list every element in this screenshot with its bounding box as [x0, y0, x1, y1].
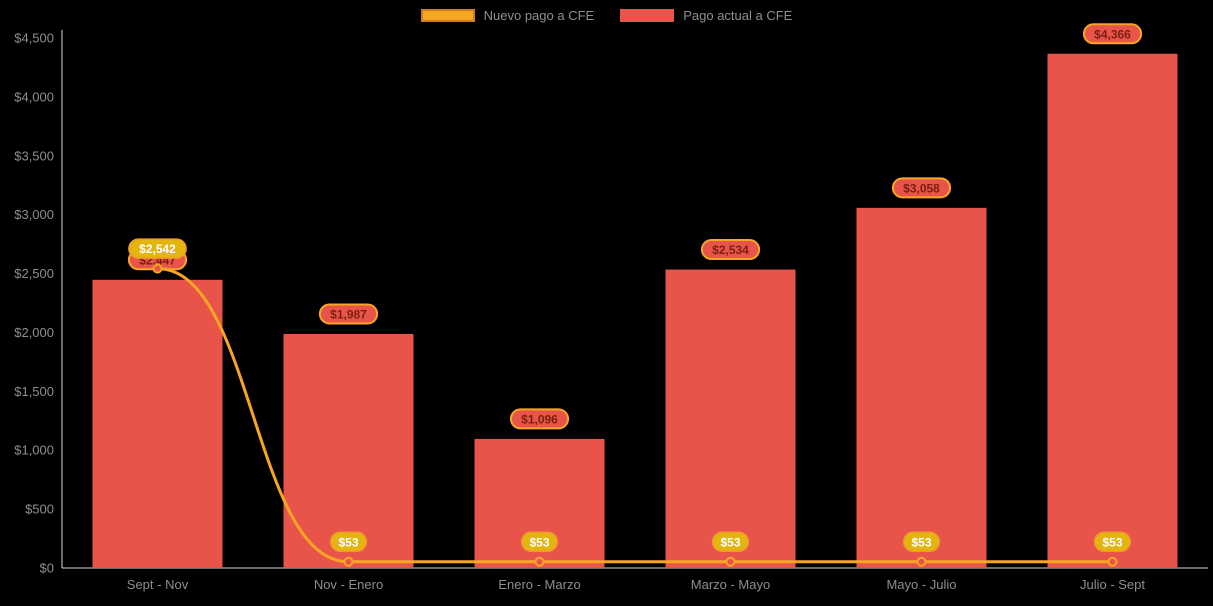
line-value-label-bg	[711, 531, 750, 553]
bar-value-label: $2,534	[700, 239, 761, 261]
bar-value-label: $1,096	[509, 408, 570, 430]
legend-item-pago-actual[interactable]: Pago actual a CFE	[620, 8, 792, 23]
x-axis-category-label: Marzo - Mayo	[691, 577, 770, 592]
x-axis-category-label: Enero - Marzo	[498, 577, 580, 592]
line-point-Mayo - Julio[interactable]	[916, 556, 927, 567]
legend: Nuevo pago a CFE Pago actual a CFE	[0, 8, 1213, 23]
line-value-label: $53	[329, 531, 368, 553]
legend-swatch-line-series	[420, 9, 475, 22]
x-axis-category-label: Sept - Nov	[127, 577, 189, 592]
line-point-Enero - Marzo[interactable]	[534, 556, 545, 567]
bar-value-label-bg	[509, 408, 570, 430]
line-value-label-bg	[520, 531, 559, 553]
line-value-label-bg	[1093, 531, 1132, 553]
y-axis-tick-label: $4,500	[14, 31, 54, 46]
line-value-label-text: $53	[529, 535, 549, 549]
line-point-Sept - Nov[interactable]	[152, 263, 163, 274]
line-point-Marzo - Mayo[interactable]	[725, 556, 736, 567]
y-axis-tick-label: $3,500	[14, 148, 54, 163]
bar-value-label: $3,058	[891, 177, 952, 199]
x-axis-category-label: Mayo - Julio	[886, 577, 956, 592]
x-axis-category-label: Nov - Enero	[314, 577, 383, 592]
line-value-label-text: $53	[720, 535, 740, 549]
line-value-label: $53	[1093, 531, 1132, 553]
legend-label-pago-actual: Pago actual a CFE	[683, 8, 793, 23]
line-value-label-text: $53	[1102, 535, 1122, 549]
bar-value-label-text: $3,058	[903, 181, 940, 195]
bar-value-label-bg	[318, 303, 379, 325]
line-value-label-text: $53	[338, 535, 358, 549]
line-value-label: $53	[520, 531, 559, 553]
bar-value-label-text: $1,987	[330, 307, 367, 321]
bar-value-label-text: $2,534	[712, 243, 749, 257]
legend-item-nuevo-pago[interactable]: Nuevo pago a CFE	[420, 8, 595, 23]
bar-value-label: $4,366	[1082, 23, 1143, 45]
legend-label-nuevo-pago: Nuevo pago a CFE	[483, 8, 595, 23]
y-axis-tick-label: $4,000	[14, 89, 54, 104]
line-value-label-text: $2,542	[139, 242, 176, 256]
legend-swatch-bar-series	[620, 9, 675, 22]
line-value-label-bg	[329, 531, 368, 553]
bar-Marzo - Mayo[interactable]	[665, 269, 796, 568]
x-axis-category-label: Julio - Sept	[1080, 577, 1145, 592]
bar-value-label-bg	[700, 239, 761, 261]
line-value-label: $53	[711, 531, 750, 553]
y-axis-tick-label: $2,500	[14, 266, 54, 281]
y-axis-tick-label: $500	[25, 502, 54, 517]
bar-value-label-text: $1,096	[521, 412, 558, 426]
line-value-label-bg	[902, 531, 941, 553]
bar-value-label: $1,987	[318, 303, 379, 325]
bar-Julio - Sept[interactable]	[1047, 53, 1178, 568]
bar-value-label-bg	[891, 177, 952, 199]
y-axis-tick-label: $3,000	[14, 207, 54, 222]
line-point-Nov - Enero[interactable]	[343, 556, 354, 567]
bar-Mayo - Julio[interactable]	[856, 207, 987, 568]
line-value-label: $2,542	[128, 238, 187, 259]
bar-Sept - Nov[interactable]	[92, 279, 223, 568]
line-value-label-text: $53	[911, 535, 931, 549]
y-axis-tick-label: $0	[40, 561, 54, 576]
bar-Nov - Enero[interactable]	[283, 333, 414, 568]
line-value-label: $53	[902, 531, 941, 553]
line-value-label-bg	[128, 238, 187, 259]
bar-value-label-text: $4,366	[1094, 27, 1131, 41]
line-point-Julio - Sept[interactable]	[1107, 556, 1118, 567]
y-axis-tick-label: $1,000	[14, 443, 54, 458]
y-axis-tick-label: $2,000	[14, 325, 54, 340]
y-axis-tick-label: $1,500	[14, 384, 54, 399]
bar-value-label-bg	[1082, 23, 1143, 45]
